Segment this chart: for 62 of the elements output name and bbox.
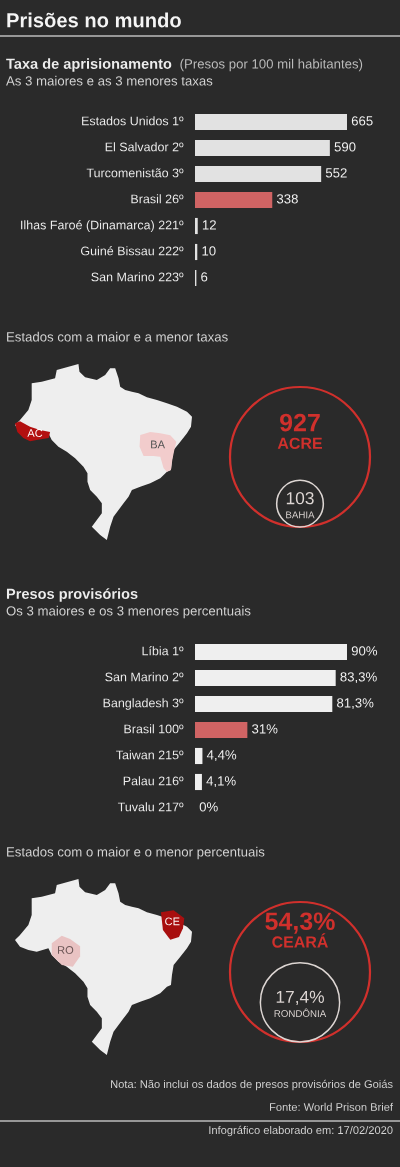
data-label: 0% xyxy=(199,802,218,812)
y-tick-label: Brasil 100º xyxy=(124,724,184,734)
bar xyxy=(195,695,333,713)
bar xyxy=(195,721,248,739)
y-tick-label: San Marino 2º xyxy=(105,672,184,682)
bar xyxy=(195,773,202,791)
text: Prisões no mundo xyxy=(7,12,181,28)
y-tick-label: Brasil 26º xyxy=(131,194,184,204)
bar xyxy=(195,139,330,157)
source-note: Fonte: World Prison Brief xyxy=(270,1102,394,1111)
data-label: 31% xyxy=(252,724,278,734)
text: Infográfico elaborado em: 17/02/2020 xyxy=(209,1125,393,1137)
bar xyxy=(195,643,347,661)
data-label: 12 xyxy=(202,220,216,230)
data-label: 10 xyxy=(202,246,216,256)
chart-subtitle: As 3 maiores e as 3 menores taxas xyxy=(6,75,213,86)
text: CE xyxy=(165,917,180,926)
category-label: RONDÔNIA xyxy=(274,1008,327,1017)
bar xyxy=(195,191,273,209)
data-label: 90% xyxy=(351,646,378,656)
text: RO xyxy=(58,946,74,954)
category-label: CEARÁ xyxy=(272,933,328,948)
y-tick-label: Bangladesh 3º xyxy=(103,698,184,710)
data-label: 338 xyxy=(276,194,298,204)
y-tick-label: Ilhas Faroé (Dinamarca) 221º xyxy=(21,220,184,232)
text: BA xyxy=(151,440,165,449)
category-label: ACRE xyxy=(277,437,322,449)
y-tick-label: Estados Unidos 1º xyxy=(82,116,184,126)
y-tick-label: Líbia 1º xyxy=(142,646,184,656)
text: Nota: Não inclui os dados de presos provisórios de Goiás xyxy=(111,1079,393,1091)
data-label: 81,3% xyxy=(337,698,374,710)
chart-title: Taxa de aprisionamento xyxy=(6,58,172,72)
bar xyxy=(195,165,322,183)
y-tick-label: Tuvalu 217º xyxy=(117,802,184,812)
text: Estados com o maior e o menor percentuais xyxy=(7,846,265,860)
data-label: 83,3% xyxy=(340,672,377,684)
data-label: 17,4% xyxy=(276,990,324,1006)
text: Estados com a maior e a menor taxas xyxy=(7,331,228,342)
chart-subtitle: Os 3 maiores e os 3 menores percentuais xyxy=(6,605,251,619)
bar xyxy=(195,113,347,131)
y-tick-label: Taiwan 215º xyxy=(116,750,184,760)
y-tick-label: El Salvador 2º xyxy=(105,142,184,152)
data-label: 552 xyxy=(325,168,347,178)
y-tick-label: Turcomenistão 3º xyxy=(86,168,184,178)
bar xyxy=(195,669,336,687)
data-label: 4,1% xyxy=(206,776,236,788)
y-tick-label: San Marino 223º xyxy=(91,272,184,282)
data-label: 590 xyxy=(334,142,356,152)
data-label: 103 xyxy=(286,492,314,505)
data-label: 4,4% xyxy=(206,750,237,762)
data-label: 927 xyxy=(280,413,320,432)
data-label: 54,3% xyxy=(265,912,335,934)
y-tick-label: Guiné Bissau 222º xyxy=(80,246,184,256)
x-axis-title: (Presos por 100 mil habitantes) xyxy=(180,58,363,72)
bar xyxy=(195,747,203,765)
data-label: 665 xyxy=(351,116,373,126)
text: AC xyxy=(27,429,43,437)
category-label: BAHIA xyxy=(286,511,315,519)
bar xyxy=(195,217,198,235)
y-tick-label: Palau 216º xyxy=(123,776,184,786)
data-label: 6 xyxy=(201,272,208,282)
text: Presos provisórios xyxy=(6,588,138,602)
